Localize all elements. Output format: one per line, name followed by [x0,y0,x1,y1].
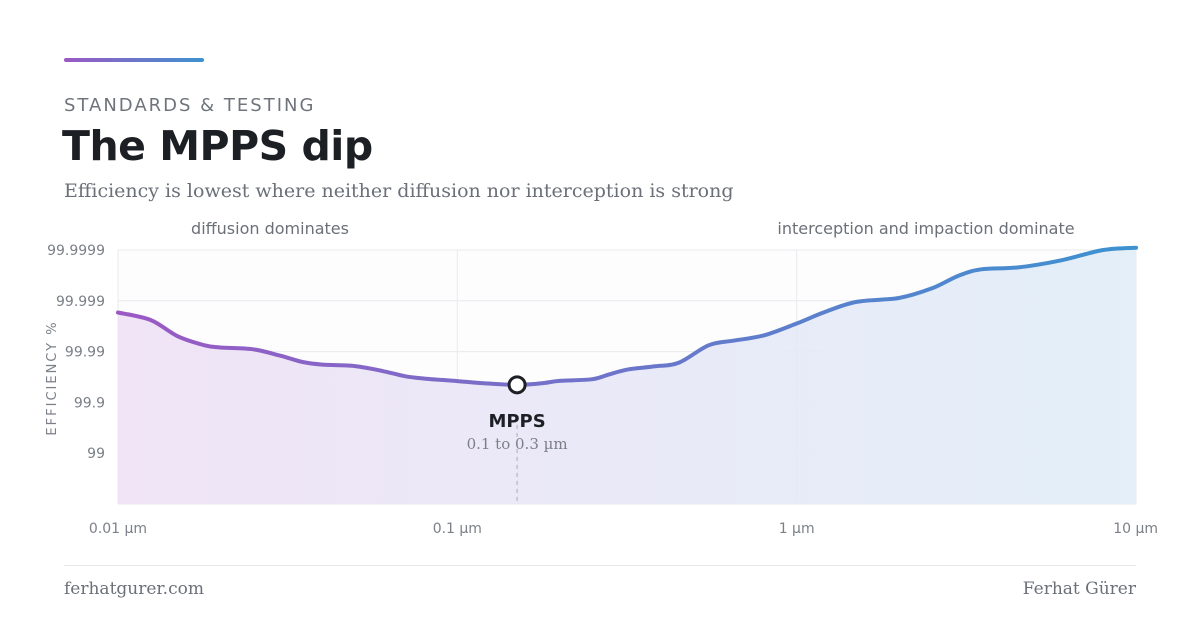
footer-site: ferhatgurer.com [64,579,204,599]
y-tick-label: 99 [87,446,105,462]
page-title: The MPPS dip [62,122,373,170]
efficiency-line [116,245,1138,387]
footer-divider [64,565,1136,566]
annotation-interception: interception and impaction dominate [777,219,1074,238]
mpps-range-label: 0.1 to 0.3 µm [467,435,568,453]
mpps-marker [507,375,527,395]
x-tick-label: 1 µm [779,521,815,537]
accent-bar [64,58,204,62]
x-tick-label: 10 µm [1113,521,1158,537]
x-tick-label: 0.1 µm [433,521,482,537]
mpps-label: MPPS [488,411,545,432]
y-tick-label: 99.9 [74,395,105,411]
efficiency-area [118,247,1136,504]
y-tick-label: 99.9999 [47,243,105,259]
y-axis-label: EFFICIENCY % [45,320,60,435]
page-subtitle: Efficiency is lowest where neither diffu… [64,180,734,202]
x-tick-label: 0.01 µm [89,521,147,537]
footer-author: Ferhat Gürer [1022,579,1136,599]
eyebrow-label: STANDARDS & TESTING [64,95,316,116]
y-tick-label: 99.999 [56,294,105,310]
y-tick-label: 99.99 [65,345,105,361]
annotation-diffusion: diffusion dominates [191,219,349,238]
